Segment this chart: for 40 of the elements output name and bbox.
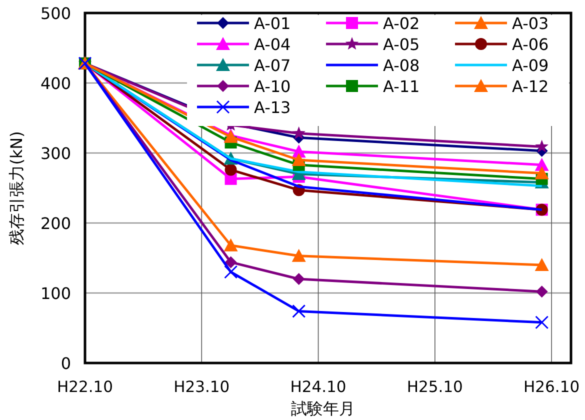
point (224, 256, 237, 268)
y-tick-label: 100 (40, 284, 71, 303)
point (224, 265, 238, 279)
y-tick-label: 500 (40, 4, 71, 23)
point (534, 258, 549, 271)
point (536, 286, 548, 298)
point (535, 316, 549, 330)
y-tick-label: 0 (60, 354, 71, 373)
point (224, 238, 238, 252)
legend-label: A-02 (383, 14, 420, 33)
legend-label: A-08 (383, 56, 420, 75)
x-tick-label: H24.10 (290, 378, 346, 396)
legend-label: A-10 (254, 77, 291, 96)
point (292, 304, 306, 318)
point (224, 164, 237, 176)
x-tick-label: H26.10 (524, 378, 580, 396)
legend-label: A-11 (383, 77, 420, 96)
x-tick-label: H23.10 (174, 378, 230, 396)
legend-label: A-12 (512, 77, 549, 96)
legend-label: A-01 (254, 14, 291, 33)
point (292, 153, 306, 166)
legend-label: A-04 (254, 35, 291, 54)
x-axis-title: 試験年月 (291, 399, 355, 418)
point (534, 166, 549, 180)
point (292, 126, 306, 140)
point (292, 273, 305, 285)
point (535, 140, 548, 152)
x-tick-label: H22.10 (56, 378, 114, 396)
legend-label: A-09 (512, 56, 549, 75)
legend-label: A-06 (512, 35, 549, 54)
legend-label: A-05 (383, 35, 420, 54)
x-tick-label: H25.10 (406, 378, 463, 396)
legend-label: A-03 (512, 14, 549, 33)
y-tick-label: 300 (40, 144, 71, 163)
legend-label: A-07 (254, 56, 291, 75)
y-tick-label: 400 (40, 74, 71, 93)
y-tick-label: 200 (40, 214, 71, 233)
point (292, 248, 306, 262)
y-axis-title: 残存引張力(kN) (7, 131, 26, 245)
legend-label: A-13 (254, 98, 291, 117)
